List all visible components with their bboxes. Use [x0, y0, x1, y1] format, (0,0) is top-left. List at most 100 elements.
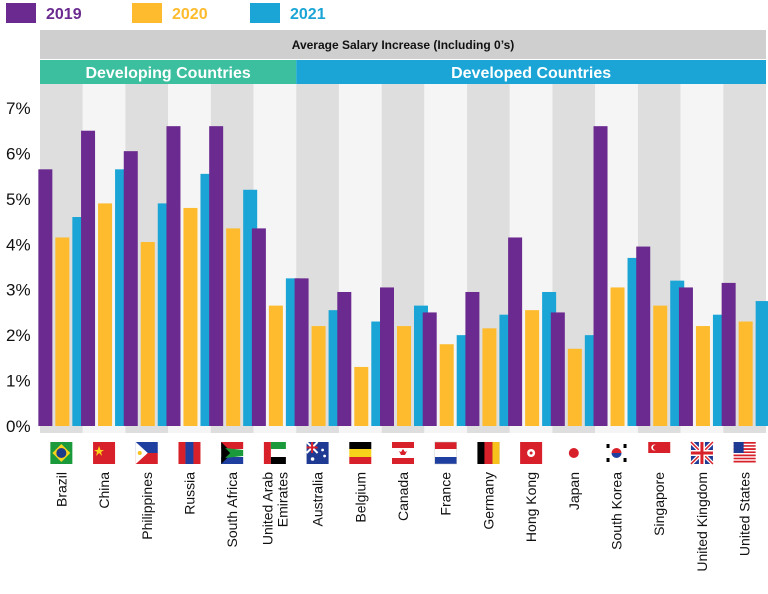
group-label: Developed Countries	[451, 65, 611, 82]
category-label: Brazil	[53, 472, 69, 507]
bar	[251, 228, 266, 426]
category-label-line: Brazil	[53, 472, 69, 507]
singapore-flag-icon	[648, 442, 671, 464]
category-label: Japan	[566, 472, 582, 510]
category-label-line: China	[96, 472, 112, 509]
bar	[508, 237, 523, 426]
category-label: Belgium	[352, 472, 368, 523]
legend-swatch	[6, 3, 36, 23]
y-axis: 0% 1% 2% 3% 4% 5% 6% 7%	[6, 99, 31, 436]
bar	[311, 326, 326, 426]
chart-title: Average Salary Increase (Including 0’s)	[292, 38, 515, 52]
belgium-flag-icon	[349, 442, 372, 464]
bar	[678, 287, 693, 426]
category-label: United Kingdom	[694, 472, 710, 572]
bars	[38, 126, 768, 427]
bar	[567, 348, 582, 426]
category-label-line: Japan	[566, 472, 582, 510]
bar	[38, 169, 53, 427]
legend: 2019 2020 2021	[6, 3, 326, 23]
y-tick-label: 2%	[6, 326, 31, 345]
legend-swatch	[250, 3, 280, 23]
category-label-line: Philippines	[139, 472, 155, 540]
bar	[123, 151, 138, 426]
y-tick-label: 3%	[6, 281, 31, 300]
y-tick-label: 7%	[6, 99, 31, 118]
bar	[98, 203, 113, 426]
united-kingdom-flag-icon	[689, 440, 715, 466]
bar	[636, 246, 651, 426]
y-tick-label: 4%	[6, 235, 31, 254]
bar	[550, 312, 565, 426]
bar	[439, 344, 454, 426]
category-label: Singapore	[651, 472, 667, 536]
bar	[653, 305, 668, 426]
category-label: Hong Kong	[523, 472, 539, 542]
bar	[610, 287, 625, 426]
bar	[226, 228, 241, 426]
category-label-line: France	[438, 472, 454, 516]
china-flag-icon	[93, 442, 116, 464]
bar	[422, 312, 437, 426]
bar	[354, 366, 369, 426]
japan-flag-icon	[562, 442, 585, 464]
bar	[465, 291, 480, 426]
south-korea-flag-icon	[605, 442, 628, 464]
legend-swatch	[132, 3, 162, 23]
category-label-line: Russia	[181, 472, 197, 515]
x-axis-labels: Brazil China Philippines Russia South Africa…	[53, 472, 752, 572]
y-tick-label: 6%	[6, 144, 31, 163]
category-label-line: Singapore	[651, 472, 667, 536]
germany-flag-icon	[477, 442, 500, 464]
y-tick-label: 1%	[6, 372, 31, 391]
category-label: Australia	[310, 472, 326, 527]
category-label: South Korea	[609, 472, 625, 550]
flag-row	[50, 440, 756, 466]
bar	[525, 310, 540, 426]
category-label-line: South Africa	[224, 472, 240, 548]
y-tick-label: 0%	[6, 417, 31, 436]
category-label-line: United States	[737, 472, 753, 556]
category-label-line: United Kingdom	[694, 472, 710, 572]
category-label-line: Australia	[310, 472, 326, 527]
bar	[55, 237, 70, 426]
south-africa-flag-icon	[221, 442, 244, 464]
group-banner	[40, 60, 297, 84]
category-label: United States	[737, 472, 753, 556]
france-flag-icon	[434, 441, 457, 465]
bar	[721, 282, 736, 426]
bar	[81, 130, 96, 426]
bar	[738, 321, 753, 426]
title-bar	[40, 30, 766, 59]
category-label-line: South Korea	[609, 472, 625, 550]
category-label-line: Belgium	[352, 472, 368, 523]
bar	[482, 328, 497, 426]
bar	[593, 126, 608, 427]
uae-flag-icon	[263, 442, 286, 464]
category-label: China	[96, 472, 112, 509]
canada-flag-icon	[392, 442, 414, 464]
bar	[268, 305, 283, 426]
russia-flag-icon	[178, 442, 201, 464]
category-label: United ArabEmirates	[259, 472, 290, 545]
legend-label: 2021	[290, 6, 326, 23]
bar	[397, 326, 411, 426]
bar	[695, 326, 710, 426]
group-label: Developing Countries	[85, 65, 250, 82]
bar	[166, 126, 181, 427]
bar	[755, 301, 768, 426]
category-label-line: Hong Kong	[523, 472, 539, 542]
brazil-flag-icon	[50, 442, 73, 464]
bar	[183, 207, 198, 426]
category-label-line: Germany	[480, 472, 496, 530]
legend-label: 2019	[46, 6, 82, 23]
philippines-flag-icon	[135, 442, 158, 464]
category-label: France	[438, 472, 454, 516]
category-label-line: Canada	[395, 472, 411, 521]
category-label: Russia	[181, 472, 197, 515]
category-label: Canada	[395, 472, 411, 521]
chart-header: Average Salary Increase (Including 0’s) D…	[40, 30, 766, 84]
category-label-line: Emirates	[274, 472, 290, 527]
bar	[294, 278, 309, 426]
bar	[337, 291, 352, 426]
